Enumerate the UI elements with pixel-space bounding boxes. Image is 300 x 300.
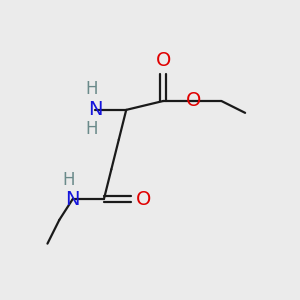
Text: H: H [86,80,98,98]
Text: O: O [156,51,171,70]
Text: H: H [62,171,74,189]
Text: N: N [88,100,102,119]
Text: O: O [136,190,152,208]
Text: H: H [86,120,98,138]
Text: O: O [186,92,202,110]
Text: N: N [65,190,80,208]
